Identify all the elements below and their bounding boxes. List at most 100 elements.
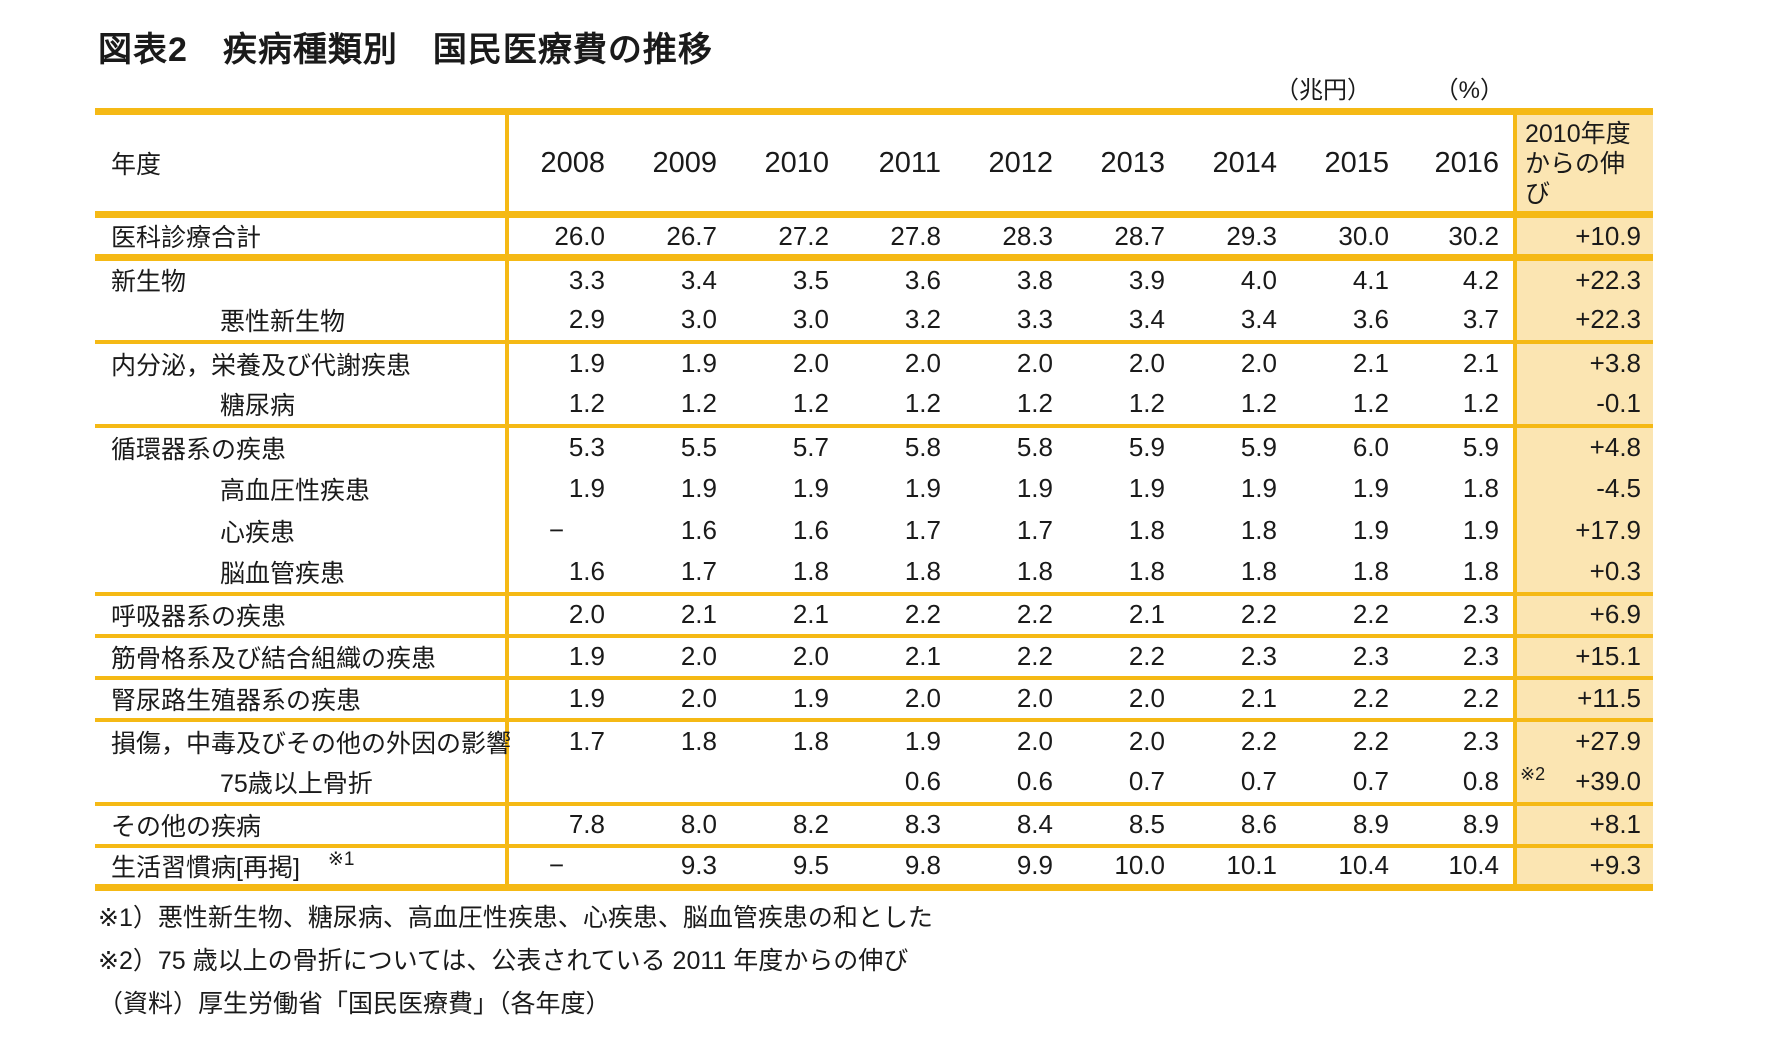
value-cell: 10.4 <box>1403 845 1517 888</box>
value-cell: 2.0 <box>792 348 829 378</box>
row-label: 悪性新生物 <box>95 299 509 342</box>
row-label: 腎尿路生殖器系の疾患 <box>95 677 509 720</box>
value-cell: 1.9 <box>1403 509 1517 552</box>
value-cell: 2.2 <box>904 599 941 629</box>
header-year-2016: 2016 <box>1403 111 1517 215</box>
value-cell: 2.1 <box>680 599 717 629</box>
value-cell: 1.2 <box>568 388 605 418</box>
value-cell: 1.8 <box>1352 556 1389 586</box>
value-cell: 5.8 <box>1016 432 1053 462</box>
value-cell: 1.8 <box>1016 556 1053 586</box>
value-cell: 1.8 <box>904 556 941 586</box>
value-cell: 3.8 <box>1016 264 1053 295</box>
footnote-2: ※2）75 歳以上の骨折については、公表されている 2011 年度からの伸び <box>98 947 909 975</box>
value-cell: 1.9 <box>568 348 605 378</box>
value-cell: 9.9 <box>1016 850 1053 881</box>
value-cell: 2.0 <box>1240 348 1277 378</box>
value-cell: 1.2 <box>1352 388 1389 418</box>
value-cell: 2.3 <box>1403 719 1517 762</box>
growth-cell: +0.3 <box>1515 551 1653 594</box>
growth-cell: +22.3 <box>1515 257 1653 300</box>
table-row: 脳血管疾患 1.6 1.7 1.8 1.8 1.8 1.8 1.8 1.8 1.8 +0.3 <box>95 551 1653 594</box>
value-cell: 4.1 <box>1352 264 1389 295</box>
growth-cell: +6.9 <box>1515 593 1653 636</box>
table-row: 生活習慣病[再掲] ※1 − 9.3 9.5 9.8 9.9 10.0 10.1 10.4 10.4… <box>95 845 1653 888</box>
value-cell: 3.9 <box>1128 264 1165 295</box>
row-label: 心疾患 <box>95 509 509 552</box>
value-cell: 1.8 <box>1240 515 1277 545</box>
value-cell: 0.7 <box>1240 766 1277 796</box>
value-cell: 2.3 <box>1352 641 1389 671</box>
value-cell: − <box>548 515 564 545</box>
value-cell: 1.9 <box>1352 515 1389 545</box>
growth-cell: +17.9 <box>1515 509 1653 552</box>
value-cell: 1.2 <box>1128 388 1165 418</box>
row-label: 糖尿病 <box>95 383 509 426</box>
value-cell: 2.0 <box>904 683 941 713</box>
value-cell: 2.2 <box>1352 599 1389 629</box>
table-row: 呼吸器系の疾患 2.0 2.1 2.1 2.2 2.2 2.1 2.2 2.2 2.3 +6.9 <box>95 593 1653 636</box>
row-label: 75歳以上骨折 <box>95 761 509 804</box>
unit-percent: （%） <box>1434 77 1504 104</box>
value-cell: 0.6 <box>904 766 941 796</box>
unit-labels: （兆円） （%） <box>95 70 1653 104</box>
value-cell: 28.3 <box>1002 220 1053 251</box>
value-cell: 1.2 <box>1240 388 1277 418</box>
value-cell: 2.1 <box>1352 348 1389 378</box>
row-label: その他の疾病 <box>95 803 509 846</box>
header-year-2010: 2010 <box>764 146 829 179</box>
growth-cell: +10.9 <box>1515 214 1653 258</box>
value-cell: 8.9 <box>1403 803 1517 846</box>
value-cell: − <box>548 850 564 881</box>
value-cell: 2.3 <box>1240 641 1277 671</box>
row-label: 新生物 <box>95 257 509 300</box>
value-cell: 1.2 <box>792 388 829 418</box>
value-cell: 2.2 <box>1403 677 1517 720</box>
value-cell: 1.2 <box>904 388 941 418</box>
growth-cell: -4.5 <box>1515 467 1653 510</box>
value-cell: 2.1 <box>1128 599 1165 629</box>
growth-cell: +11.5 <box>1515 677 1653 720</box>
value-cell: 3.2 <box>904 304 941 334</box>
value-cell: 1.9 <box>568 683 605 713</box>
table-row: 75歳以上骨折 0.6 0.6 0.7 0.7 0.7 0.8 +39.0 ※2 <box>95 761 1653 804</box>
row-label: 脳血管疾患 <box>95 551 509 594</box>
header-year-2014: 2014 <box>1212 146 1277 179</box>
page-title: 図表2 疾病種類別 国民医療費の推移 <box>98 31 713 69</box>
value-cell: 2.1 <box>1403 341 1517 384</box>
value-cell: 1.7 <box>1016 515 1053 545</box>
value-cell: 2.0 <box>1016 348 1053 378</box>
value-cell: 1.9 <box>1352 473 1389 503</box>
value-cell: 2.9 <box>568 304 605 334</box>
value-cell: 9.5 <box>792 850 829 881</box>
value-cell: 1.9 <box>904 726 941 756</box>
value-cell: 1.2 <box>680 388 717 418</box>
value-cell: 3.5 <box>792 264 829 295</box>
value-cell: 0.7 <box>1128 766 1165 796</box>
value-cell: 2.0 <box>792 641 829 671</box>
table-row: 腎尿路生殖器系の疾患 1.9 2.0 1.9 2.0 2.0 2.0 2.1 2.2 2.2 +11… <box>95 677 1653 720</box>
value-cell: 1.9 <box>792 683 829 713</box>
value-cell: 3.6 <box>904 264 941 295</box>
table-row: 心疾患 −1.6 1.6 1.7 1.7 1.8 1.8 1.9 1.9 +17.9 <box>95 509 1653 552</box>
value-cell: 8.0 <box>680 809 717 839</box>
medical-expense-table: 年度 2008 2009 2010 2011 2012 2013 2014 2015 2016 … <box>95 108 1653 891</box>
value-cell: 8.9 <box>1352 809 1389 839</box>
value-cell: 2.3 <box>1403 593 1517 636</box>
growth-cell: +27.9 <box>1515 719 1653 762</box>
value-cell: 5.8 <box>904 432 941 462</box>
footnote-1: ※1）悪性新生物、糖尿病、高血圧性疾患、心疾患、脳血管疾患の和とした <box>98 904 933 932</box>
header-year-2012: 2012 <box>988 146 1053 179</box>
value-cell: 2.2 <box>1352 683 1389 713</box>
value-cell: 28.7 <box>1114 220 1165 251</box>
value-cell: 4.0 <box>1240 264 1277 295</box>
value-cell: 1.8 <box>1403 551 1517 594</box>
value-cell: 2.0 <box>1128 683 1165 713</box>
value-cell: 3.4 <box>1240 304 1277 334</box>
value-cell: 10.4 <box>1338 850 1389 881</box>
table-row: 損傷，中毒及びその他の外因の影響 1.7 1.8 1.8 1.9 2.0 2.0 2.2 2.2… <box>95 719 1653 762</box>
value-cell: 3.3 <box>1016 304 1053 334</box>
value-cell: 1.2 <box>1403 383 1517 426</box>
growth-cell: +39.0 ※2 <box>1515 761 1653 804</box>
value-cell: 2.0 <box>1016 683 1053 713</box>
